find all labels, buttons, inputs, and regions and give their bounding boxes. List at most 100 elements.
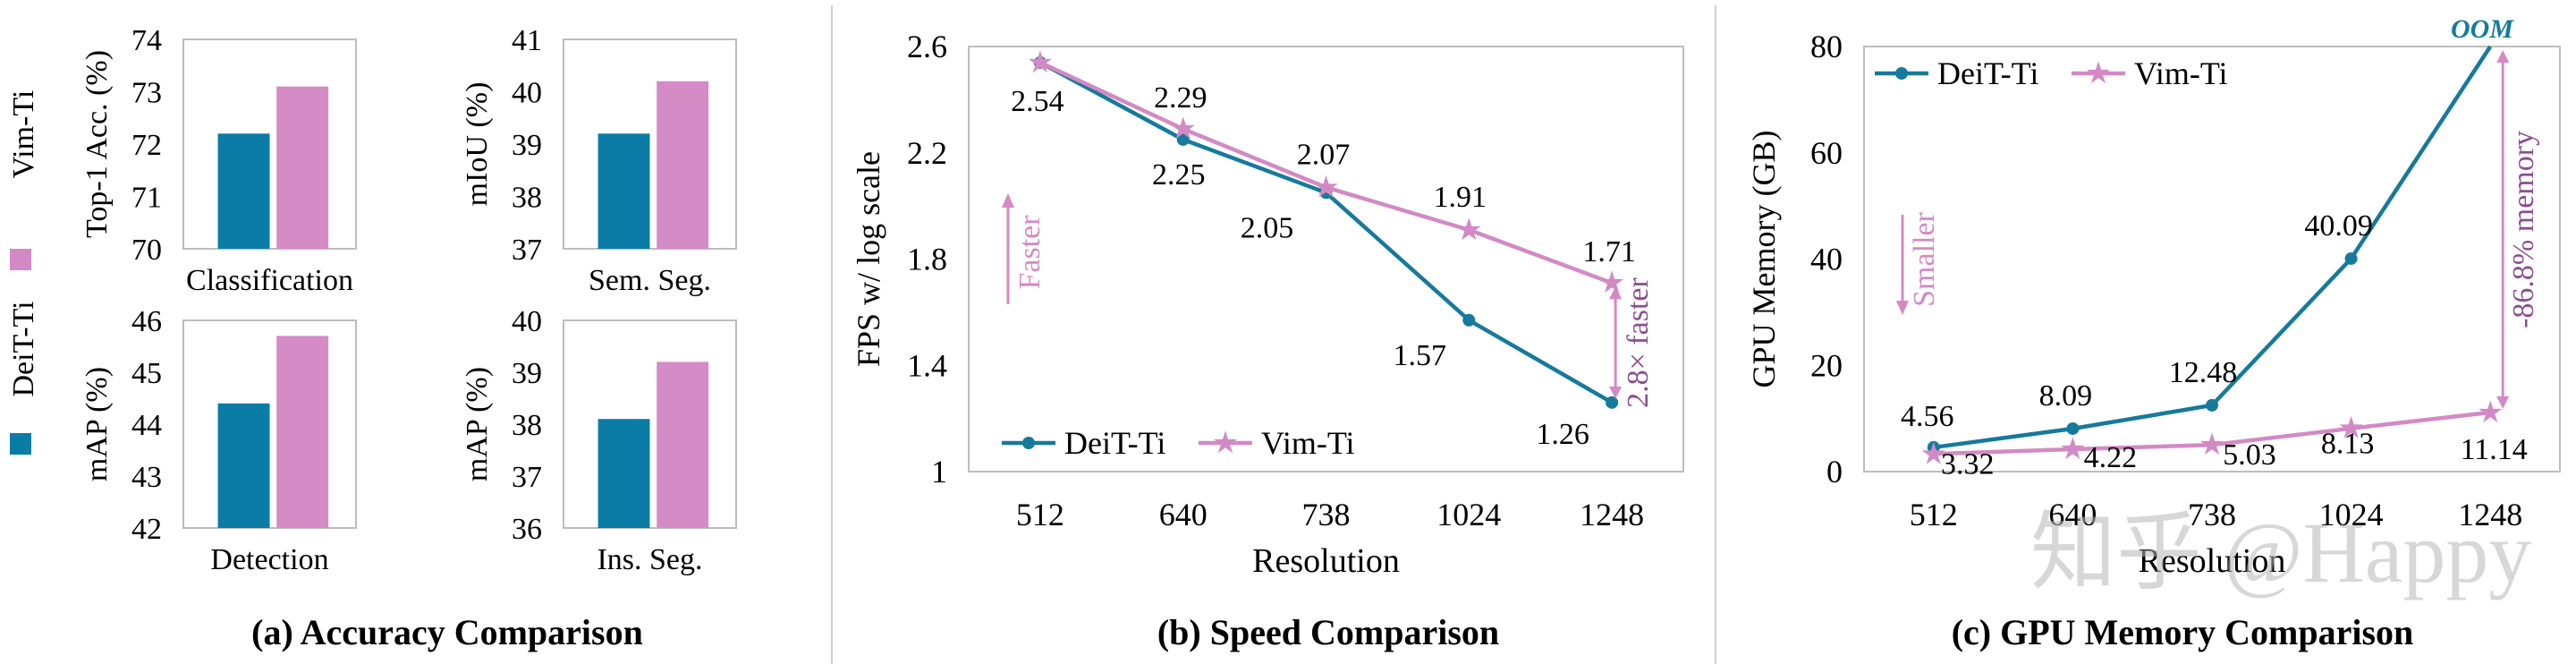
panel-a-accuracy: 70 71 72 73 74 Top-1 Acc. (%) Classification 37… (80, 24, 737, 576)
side-legend: Vim-Ti DeiT-Ti (7, 90, 40, 455)
faster-arrowhead (1002, 193, 1014, 208)
legend-marker-deit (1895, 67, 1908, 80)
x-axis-label: Resolution (2139, 542, 2286, 580)
data-label: 8.13 (2321, 428, 2375, 461)
speedup-arrowhead-bottom (1609, 386, 1623, 399)
x-axis-label: Ins. Seg. (597, 543, 702, 576)
data-label: 2.07 (1297, 138, 1351, 171)
y-tick-label: 74 (131, 24, 162, 57)
y-tick-label: 42 (131, 513, 162, 546)
point-vim: ★ (2059, 433, 2086, 466)
plot-frame (968, 46, 1684, 472)
y-tick-label: 39 (512, 357, 542, 390)
point-vim: ★ (1027, 47, 1054, 80)
y-tick-label: 20 (1810, 347, 1843, 383)
x-tick-label: 512 (1016, 497, 1064, 532)
faster-hint: Faster (1013, 215, 1046, 290)
data-label: 40.09 (2304, 209, 2373, 243)
x-axis-label: Sem. Seg. (589, 264, 711, 297)
memory-arrowhead-top (2496, 50, 2510, 63)
bar-vim (657, 81, 709, 249)
point-deit (2066, 421, 2080, 435)
y-tick-label: 2.6 (907, 29, 947, 64)
y-tick-label: 38 (512, 409, 542, 442)
data-label: 1.71 (1582, 235, 1636, 268)
y-tick-label: 70 (131, 234, 162, 267)
y-tick-label: 45 (131, 357, 162, 390)
memory-annotation: -86.8% memory (2507, 131, 2540, 328)
data-label: 12.48 (2169, 356, 2238, 389)
y-tick-label: 1.4 (907, 347, 947, 383)
y-tick-label: 41 (512, 24, 542, 57)
y-axis-label: mAP (%) (461, 367, 494, 481)
side-legend-deit-label: DeiT-Ti (7, 301, 40, 396)
legend-label: Vim-Ti (1261, 425, 1355, 461)
point-deit (1462, 313, 1476, 327)
y-tick-label: 1.8 (907, 242, 947, 277)
data-label: 8.09 (2039, 379, 2093, 413)
y-tick-label: 0 (1826, 454, 1843, 489)
x-axis-label: Detection (210, 543, 328, 576)
legend-label: DeiT-Ti (1937, 55, 2038, 91)
oom-label: OOM (2451, 14, 2514, 44)
memory-arrowhead-bottom (2496, 396, 2510, 409)
bar-vim (276, 86, 329, 250)
bar-deit (217, 403, 270, 528)
data-label: 2.25 (1152, 158, 1206, 192)
speedup-arrowhead-top (1609, 286, 1623, 300)
series-line-vim (1038, 60, 1613, 285)
y-tick-label: 37 (512, 461, 542, 494)
x-tick-label: 640 (1159, 497, 1208, 532)
data-label: 2.54 (1011, 85, 1064, 118)
bar-vim (657, 362, 709, 528)
point-deit (1927, 440, 1940, 454)
x-tick-label: 1248 (1580, 497, 1644, 532)
y-tick-label: 60 (1810, 135, 1843, 171)
panel-a-caption: (a) Accuracy Comparison (251, 612, 643, 652)
y-tick-label: 2.2 (907, 135, 947, 171)
data-label: 2.05 (1241, 211, 1294, 244)
panel-c-caption: (c) GPU Memory Comparison (1952, 612, 2414, 652)
x-tick-label: 738 (2188, 497, 2236, 532)
x-tick-label: 1024 (1436, 497, 1501, 532)
point-deit (1606, 396, 1619, 409)
y-axis-label: GPU Memory (GB) (1746, 131, 1782, 388)
y-tick-label: 73 (131, 77, 162, 110)
y-tick-label: 1 (931, 454, 947, 489)
y-tick-label: 46 (131, 305, 162, 338)
data-label: 1.91 (1434, 181, 1487, 214)
point-vim: ★ (1920, 438, 1947, 471)
x-tick-label: 1248 (2458, 497, 2522, 532)
point-vim: ★ (2337, 413, 2364, 446)
y-tick-label: 40 (512, 305, 542, 338)
panel-c-memory: 0 20 40 60 80 512 640 738 1024 1248 Resolution GPU … (1746, 14, 2561, 580)
bar-deit (217, 133, 270, 249)
y-tick-label: 44 (131, 409, 162, 442)
y-tick-label: 71 (131, 182, 162, 215)
data-label: 1.26 (1536, 418, 1589, 451)
point-deit (2206, 398, 2218, 412)
smaller-hint: Smaller (1908, 211, 1941, 306)
point-deit (2344, 251, 2358, 265)
y-tick-label: 39 (512, 129, 542, 162)
y-axis-label: mIoU (%) (461, 82, 494, 207)
x-tick-label: 1024 (2319, 497, 2384, 532)
smaller-arrowhead (1896, 301, 1909, 315)
data-label: 4.22 (2084, 441, 2138, 474)
y-axis-label: mAP (%) (80, 367, 114, 481)
point-deit (1176, 132, 1190, 146)
x-tick-label: 640 (2048, 497, 2097, 532)
bar-deit (597, 133, 650, 249)
bar-vim (276, 336, 329, 528)
data-label: 11.14 (2461, 433, 2528, 466)
legend-label: DeiT-Ti (1064, 425, 1165, 461)
point-vim: ★ (1455, 214, 1482, 247)
y-tick-label: 38 (512, 182, 542, 215)
y-axis-label: FPS w/ log scale (851, 151, 886, 367)
point-vim: ★ (1312, 171, 1339, 204)
legend-label: Vim-Ti (2134, 55, 2228, 91)
series-line-deit (1038, 60, 1614, 404)
x-tick-label: 738 (1302, 497, 1351, 532)
series-line-vim (1933, 410, 2491, 456)
y-tick-label: 37 (512, 234, 542, 267)
